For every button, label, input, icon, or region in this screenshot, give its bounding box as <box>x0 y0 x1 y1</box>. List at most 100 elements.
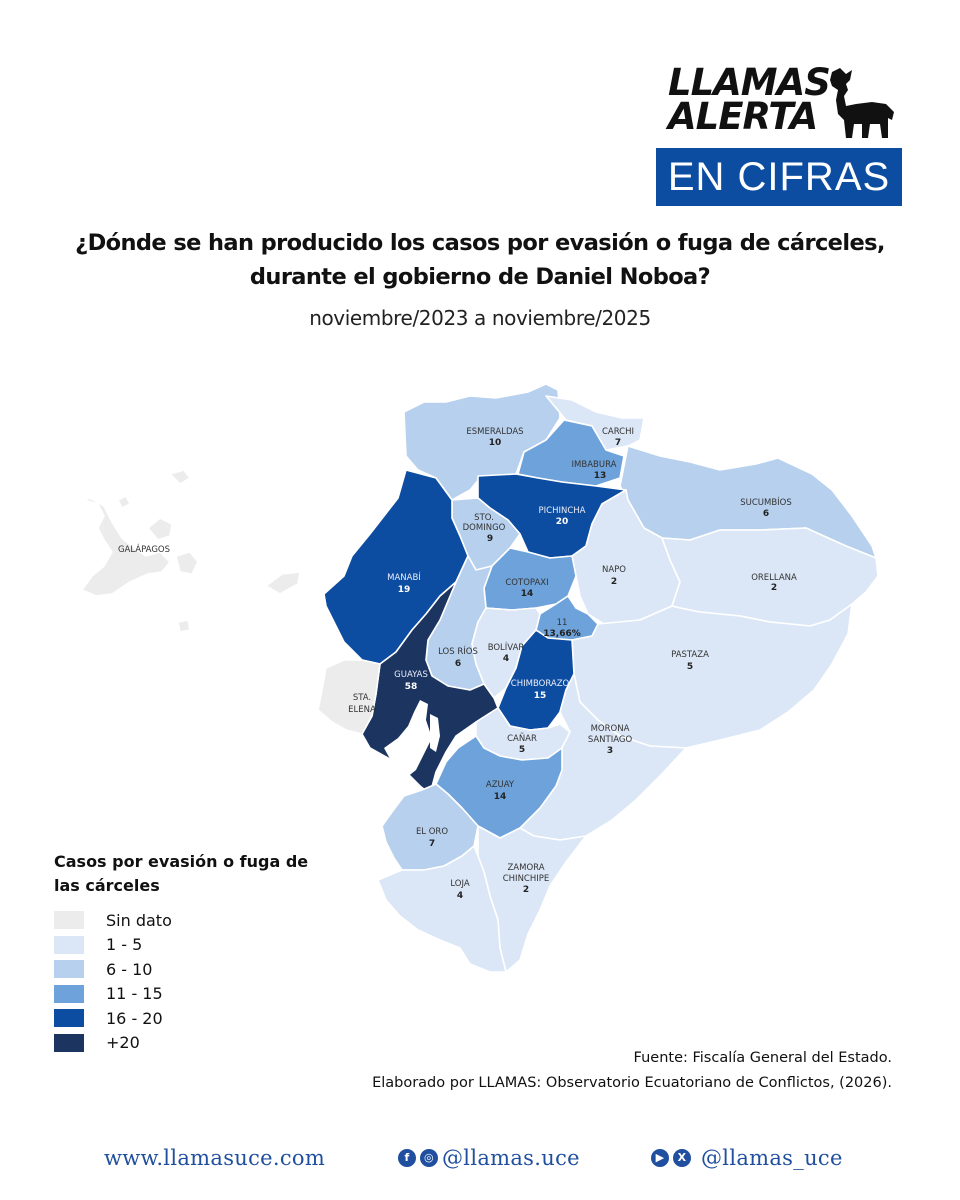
value-canar: 5 <box>519 745 525 755</box>
social-handle-1-text: @llamas.uce <box>442 1146 580 1170</box>
source-line-2: Elaborado por LLAMAS: Observatorio Ecuat… <box>372 1075 892 1091</box>
label-zamora-chinchipe-1: ZAMORA <box>507 863 544 873</box>
value-azuay: 14 <box>494 792 507 802</box>
value-pastaza: 5 <box>687 662 693 672</box>
label-morona-santiago-1: MORONA <box>591 724 630 734</box>
social-handle-2-text: @llamas_uce <box>701 1146 843 1170</box>
region-chimborazo <box>497 629 575 731</box>
value-napo: 2 <box>611 577 617 587</box>
label-manabi: MANABÍ <box>387 571 421 583</box>
instagram-icon[interactable]: ◎ <box>420 1149 438 1167</box>
legend-swatch <box>54 1033 84 1052</box>
label-bolivar: BOLÍVAR <box>488 641 525 653</box>
facebook-icon[interactable]: f <box>398 1149 416 1167</box>
footer: www.llamasuce.com f ◎ @llamas.uce ▶ X @l… <box>0 1140 960 1176</box>
brand-line-1: LLAMAS <box>668 61 831 104</box>
source-line-1: Fuente: Fiscalía General del Estado. <box>633 1050 892 1066</box>
value-sto-domingo: 9 <box>487 534 493 544</box>
label-canar: CAÑAR <box>507 733 537 744</box>
region-azuay <box>435 735 563 839</box>
label-el-oro: EL ORO <box>416 827 448 837</box>
legend-item: 6 - 10 <box>54 957 314 982</box>
page-title: ¿Dónde se han producido los casos por ev… <box>75 230 885 290</box>
legend-label: 16 - 20 <box>106 1008 163 1028</box>
label-guayas: GUAYAS <box>394 670 428 680</box>
social-handle-1[interactable]: f ◎ @llamas.uce <box>398 1140 580 1176</box>
label-azuay: AZUAY <box>486 780 515 790</box>
label-morona-santiago-2: SANTIAGO <box>588 735 633 745</box>
label-loja: LOJA <box>450 879 469 889</box>
legend-items: Sin dato 1 - 5 6 - 10 11 - 15 16 - 20 +2… <box>54 908 314 1055</box>
value-carchi: 7 <box>615 438 621 448</box>
label-orellana: ORELLANA <box>751 573 797 583</box>
value-pichincha: 20 <box>556 517 569 527</box>
value-cotopaxi: 14 <box>521 589 534 599</box>
en-cifras-badge: EN CIFRAS <box>656 148 902 206</box>
region-galapagos-islands <box>71 469 301 633</box>
legend-swatch <box>54 984 84 1003</box>
region-labels: ESMERALDAS 10 CARCHI 7 IMBABURA 13 SUCUM… <box>118 427 797 901</box>
label-galapagos: GALÁPAGOS <box>118 543 170 555</box>
youtube-icon[interactable]: ▶ <box>651 1149 669 1167</box>
label-imbabura: IMBABURA <box>572 460 617 470</box>
value-imbabura: 13 <box>594 471 607 481</box>
value-el-oro: 7 <box>429 839 435 849</box>
legend-item: Sin dato <box>54 908 314 933</box>
legend-item: 1 - 5 <box>54 933 314 958</box>
source-note: Fuente: Fiscalía General del Estado. Ela… <box>372 1046 892 1096</box>
label-sto-domingo-1: STO. <box>474 513 494 523</box>
legend-title: Casos por evasión o fuga de las cárceles <box>54 852 309 895</box>
guayas-estuary <box>384 700 440 778</box>
label-sucumbios: SUCUMBÍOS <box>740 496 792 508</box>
label-napo: NAPO <box>602 565 626 575</box>
value-morona-santiago: 3 <box>607 746 613 756</box>
label-carchi: CARCHI <box>602 427 634 437</box>
legend-swatch <box>54 935 84 954</box>
brand-wordmark: LLAMAS ALERTA <box>668 61 831 138</box>
legend-item: 16 - 20 <box>54 1006 314 1031</box>
value-zamora-chinchipe: 2 <box>523 885 529 895</box>
value-bolivar: 4 <box>503 654 509 664</box>
value-sucumbios: 6 <box>763 509 769 519</box>
legend-label: +20 <box>106 1033 140 1053</box>
value-tungurahua: 13,66% <box>543 629 581 639</box>
legend-label: Sin dato <box>106 910 172 930</box>
legend-swatch <box>54 960 84 979</box>
value-loja: 4 <box>457 891 463 901</box>
label-pastaza: PASTAZA <box>671 650 709 660</box>
label-cotopaxi: COTOPAXI <box>505 578 548 588</box>
label-tungurahua: 11 <box>557 618 568 628</box>
region-sta-elena <box>317 659 381 735</box>
legend-label: 1 - 5 <box>106 935 143 955</box>
value-orellana: 2 <box>771 583 777 593</box>
legend-label: 11 - 15 <box>106 984 163 1004</box>
label-chimborazo: CHIMBORAZO <box>511 679 570 689</box>
label-zamora-chinchipe-2: CHINCHIPE <box>503 874 550 884</box>
label-sta-elena-2: ELENA <box>348 705 376 715</box>
website-link[interactable]: www.llamasuce.com <box>104 1146 326 1170</box>
label-esmeraldas: ESMERALDAS <box>466 427 523 437</box>
label-los-rios: LOS RÍOS <box>438 645 478 657</box>
legend-item: 11 - 15 <box>54 982 314 1007</box>
label-sto-domingo-2: DOMINGO <box>463 523 506 533</box>
legend-swatch <box>54 911 84 930</box>
llama-logo-icon <box>830 68 894 138</box>
value-esmeraldas: 10 <box>489 438 502 448</box>
label-sta-elena-1: STA. <box>353 693 371 703</box>
x-icon[interactable]: X <box>673 1149 691 1167</box>
label-pichincha: PICHINCHA <box>539 506 586 516</box>
region-loja <box>377 845 507 973</box>
legend-label: 6 - 10 <box>106 959 153 979</box>
brand-line-2: ALERTA <box>668 95 818 138</box>
value-manabi: 19 <box>398 585 411 595</box>
map-legend: Casos por evasión o fuga de las cárceles… <box>54 850 314 1055</box>
page-subtitle: noviembre/2023 a noviembre/2025 <box>309 306 651 330</box>
value-los-rios: 6 <box>455 659 461 669</box>
social-handle-2[interactable]: ▶ X @llamas_uce <box>651 1140 843 1176</box>
value-guayas: 58 <box>405 682 418 692</box>
legend-item: +20 <box>54 1031 314 1056</box>
value-chimborazo: 15 <box>534 691 547 701</box>
region-zamora-chinchipe <box>477 825 587 973</box>
legend-swatch <box>54 1009 84 1028</box>
